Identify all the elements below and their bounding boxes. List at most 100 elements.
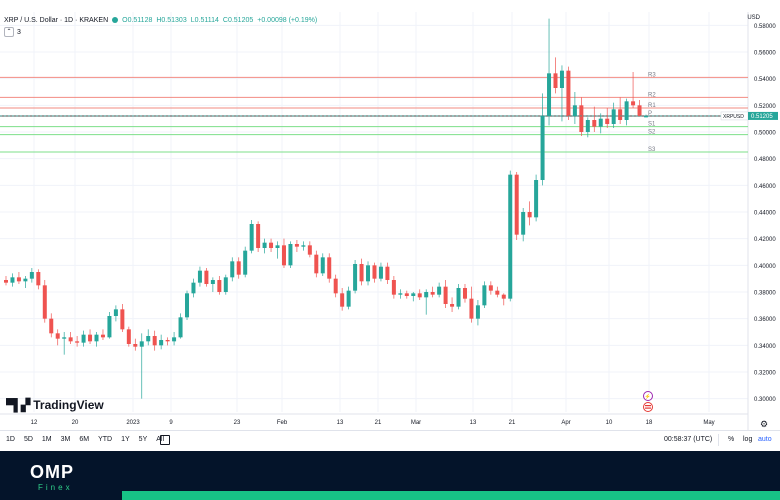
- candle-body: [372, 265, 377, 279]
- price-tick-label: 0.46000: [754, 184, 776, 190]
- candle-body: [572, 105, 577, 116]
- range-button-5y[interactable]: 5Y: [138, 436, 148, 443]
- candle-body: [62, 337, 67, 339]
- candle-body: [430, 292, 435, 295]
- pivot-label-r3: R3: [648, 72, 656, 78]
- candle-body: [107, 316, 112, 338]
- candle-body: [217, 280, 222, 292]
- us-flag-icon[interactable]: [643, 402, 653, 412]
- symbol-legend: XRP / U.S. Dollar · 1D · KRAKEN O0.51128…: [4, 14, 317, 26]
- time-tick-label: 12: [31, 420, 38, 426]
- percent-toggle[interactable]: %: [728, 436, 735, 443]
- chart-frame[interactable]: 0.58000 0.56000 0.54000 0.52000 0.50000 0.480…: [0, 0, 780, 451]
- candle-body: [29, 272, 34, 279]
- ohlc-change: +0.00098 (+0.19%): [257, 16, 318, 24]
- candle-body: [585, 120, 590, 132]
- candle-body: [559, 70, 564, 88]
- candle-body: [288, 244, 293, 266]
- footer-accent-bar: [122, 491, 780, 500]
- candle-body: [579, 105, 584, 132]
- candle-body: [340, 293, 345, 307]
- candle-body: [307, 245, 312, 255]
- tradingview-logo[interactable]: ▀▌▞ TradingView: [6, 398, 104, 412]
- candle-body: [644, 116, 648, 118]
- candle-body: [4, 280, 8, 283]
- candle-body: [624, 101, 629, 120]
- auto-scale-toggle[interactable]: auto: [758, 436, 772, 443]
- price-tick-label: 0.36000: [754, 317, 776, 323]
- candle-body: [81, 334, 86, 343]
- candle-body: [243, 250, 248, 275]
- indicator-toggle[interactable]: ⌃ 3: [4, 27, 21, 37]
- us-flag-stripe: [645, 407, 651, 409]
- price-tick-label: 0.34000: [754, 344, 776, 350]
- calendar-icon[interactable]: [160, 435, 170, 445]
- symbol-title[interactable]: XRP / U.S. Dollar · 1D · KRAKEN: [4, 16, 109, 24]
- candle-body: [113, 309, 118, 316]
- price-chart[interactable]: 0.58000 0.56000 0.54000 0.52000 0.50000 0.480…: [0, 0, 780, 430]
- candle-body: [159, 340, 164, 346]
- price-marker-label: 0.51205: [751, 114, 773, 120]
- candle-body: [501, 294, 506, 299]
- candle-body: [55, 333, 60, 339]
- range-button-3m[interactable]: 3M: [60, 436, 71, 443]
- range-button-1m[interactable]: 1M: [41, 436, 52, 443]
- time-tick-label: 9: [169, 420, 173, 426]
- candle-body: [230, 261, 235, 278]
- price-tick-label: 0.30000: [754, 397, 776, 403]
- time-tick-label: 18: [646, 420, 653, 426]
- candle-body: [126, 329, 131, 344]
- time-tick-label: 13: [470, 420, 477, 426]
- candle-body: [88, 334, 93, 342]
- price-tick-label: 0.54000: [754, 77, 776, 83]
- time-tick-label: 21: [375, 420, 382, 426]
- log-toggle[interactable]: log: [743, 436, 753, 443]
- candle-body: [165, 340, 170, 342]
- toolbar-divider: [718, 434, 719, 446]
- candle-body: [540, 116, 545, 180]
- range-button-ytd[interactable]: YTD: [98, 436, 113, 443]
- candle-body: [534, 180, 539, 218]
- market-status-icon: [112, 17, 119, 23]
- currency-label[interactable]: USD: [747, 15, 760, 21]
- candle-body: [152, 336, 157, 346]
- pivot-label-s3: S3: [648, 147, 656, 153]
- candle-body: [592, 120, 597, 127]
- ohlc-open: O0.51128: [122, 16, 153, 24]
- lightning-glyph: ⚡: [645, 393, 651, 400]
- range-button-6m[interactable]: 6M: [79, 436, 90, 443]
- candle-body: [49, 318, 54, 334]
- omp-logo-subtitle: Finex: [38, 483, 73, 492]
- candle-body: [314, 254, 319, 274]
- range-button-5d[interactable]: 5D: [23, 436, 33, 443]
- candle-body: [178, 317, 183, 338]
- pivot-label-p: P: [648, 111, 652, 117]
- price-tick-label: 0.52000: [754, 104, 776, 110]
- price-tick-label: 0.58000: [754, 24, 776, 30]
- range-button-1y[interactable]: 1Y: [121, 436, 130, 443]
- candle-body: [36, 272, 41, 286]
- lightning-icon[interactable]: [643, 391, 653, 401]
- candle-body: [398, 293, 403, 295]
- us-flag-stripe: [645, 405, 651, 407]
- tradingview-mark-icon: ▀▌▞: [6, 398, 30, 412]
- omp-logo: OMP: [30, 462, 75, 482]
- time-tick-label: Apr: [561, 420, 570, 426]
- time-tick-label: Feb: [277, 420, 288, 426]
- price-tick-label: 0.48000: [754, 157, 776, 163]
- utc-clock[interactable]: 00:58:37 (UTC): [664, 436, 713, 443]
- candle-body: [391, 280, 396, 295]
- candle-body: [23, 278, 28, 282]
- candle-body: [456, 288, 461, 307]
- range-button-1d[interactable]: 1D: [6, 436, 15, 443]
- gear-icon[interactable]: ⚙: [760, 419, 769, 429]
- pivot-label-s1: S1: [648, 122, 656, 128]
- chevron-up-icon[interactable]: ⌃: [4, 27, 14, 37]
- candle-body: [631, 101, 636, 106]
- symbol-marker-label: XRPUSD: [723, 114, 744, 120]
- candle-body: [120, 309, 125, 330]
- candle-body: [10, 277, 15, 283]
- time-tick-label: 2023: [126, 420, 140, 426]
- candle-body: [68, 337, 73, 342]
- candle-body: [514, 174, 519, 235]
